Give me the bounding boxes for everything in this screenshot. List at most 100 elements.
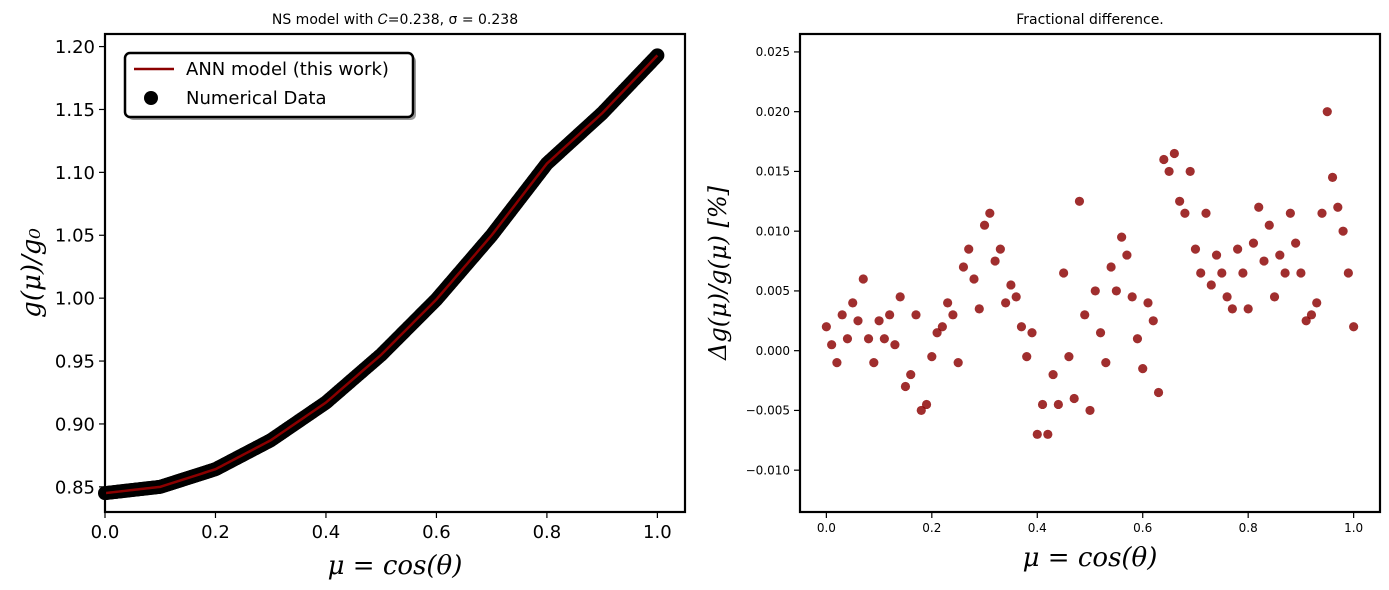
fractional-difference-point bbox=[1074, 196, 1085, 206]
fractional-difference-point bbox=[1080, 310, 1090, 320]
fractional-difference-point bbox=[1085, 405, 1095, 416]
y-tick-label: −0.010 bbox=[746, 463, 790, 477]
fractional-difference-point bbox=[1043, 429, 1053, 439]
y-tick-label: 0.85 bbox=[55, 477, 95, 498]
left-y-axis-label: g(μ)/g₀ bbox=[17, 228, 47, 318]
x-tick-label: 0.2 bbox=[201, 522, 230, 543]
fractional-difference-point bbox=[1338, 226, 1348, 236]
legend-entry-ann: ANN model (this work) bbox=[186, 59, 389, 80]
fractional-difference-point bbox=[1122, 250, 1132, 260]
legend-marker-swatch bbox=[144, 91, 158, 105]
x-tick-label: 1.0 bbox=[643, 522, 672, 543]
fractional-difference-point bbox=[1190, 244, 1201, 254]
fractional-difference-point bbox=[1327, 172, 1338, 182]
fractional-difference-point bbox=[1143, 298, 1153, 308]
fractional-difference-point bbox=[1201, 208, 1211, 218]
left-legend-box bbox=[123, 51, 415, 119]
fractional-difference-point bbox=[1037, 399, 1048, 410]
fractional-difference-point bbox=[900, 381, 911, 392]
fractional-difference-point bbox=[848, 298, 858, 308]
right-chart-title: Fractional difference. bbox=[1016, 12, 1164, 28]
fractional-difference-point bbox=[869, 358, 879, 368]
fractional-difference-point bbox=[916, 405, 926, 416]
fractional-difference-point bbox=[932, 328, 942, 338]
right-y-axis: −0.010 −0.005 0.000 0.005 0.010 0.015 0.020 0.0… bbox=[746, 45, 800, 477]
fractional-difference-point bbox=[1022, 352, 1032, 362]
fractional-difference-point bbox=[1175, 196, 1185, 206]
y-tick-label: 0.000 bbox=[756, 344, 790, 358]
fractional-difference-point bbox=[1090, 286, 1100, 296]
fractional-difference-point bbox=[1312, 298, 1322, 308]
fractional-difference-point bbox=[1048, 369, 1058, 380]
fractional-difference-point bbox=[1317, 208, 1327, 218]
fractional-difference-point bbox=[1117, 232, 1127, 242]
fractional-difference-point bbox=[1269, 292, 1280, 302]
left-chart: NS model with 𝐶=0.238, σ = 0.238 0.0 0.2 0… bbox=[17, 12, 687, 581]
fractional-difference-point bbox=[1238, 268, 1248, 278]
fractional-difference-point bbox=[1248, 238, 1259, 248]
left-plot-area bbox=[98, 48, 665, 501]
fractional-difference-point bbox=[1185, 166, 1195, 177]
left-legend: ANN model (this work) Numerical Data bbox=[123, 51, 416, 120]
fractional-difference-point bbox=[964, 244, 974, 254]
fractional-difference-point bbox=[1011, 292, 1021, 302]
fractional-difference-point bbox=[821, 322, 831, 332]
left-chart-title: NS model with 𝐶=0.238, σ = 0.238 bbox=[272, 12, 518, 28]
fractional-difference-point bbox=[1264, 220, 1274, 230]
y-tick-label: 0.90 bbox=[55, 414, 95, 435]
fractional-difference-point bbox=[1217, 268, 1227, 278]
fractional-difference-point bbox=[1127, 292, 1137, 302]
right-plot-area bbox=[821, 107, 1359, 439]
x-tick-label: 0.6 bbox=[422, 522, 451, 543]
y-tick-label: 0.025 bbox=[756, 45, 790, 59]
fractional-difference-point bbox=[927, 352, 937, 362]
fractional-difference-point bbox=[874, 316, 884, 326]
left-x-axis-label: μ = cos(θ) bbox=[328, 551, 463, 581]
fractional-difference-point bbox=[911, 310, 921, 320]
fractional-difference-point bbox=[832, 358, 842, 368]
y-tick-label: 1.20 bbox=[55, 37, 95, 58]
fractional-difference-point bbox=[1153, 387, 1164, 398]
fractional-difference-point bbox=[1275, 250, 1285, 260]
ann-model-line bbox=[104, 54, 659, 495]
fractional-difference-point bbox=[1027, 328, 1037, 338]
x-tick-label: 1.0 bbox=[1344, 521, 1363, 535]
fractional-difference-point bbox=[1095, 328, 1106, 338]
fractional-difference-point bbox=[885, 310, 895, 320]
fractional-difference-point bbox=[990, 256, 1000, 266]
y-tick-label: 1.00 bbox=[55, 289, 95, 310]
fractional-difference-point bbox=[1101, 358, 1111, 368]
fractional-difference-point bbox=[943, 298, 953, 308]
fractional-difference-point bbox=[969, 274, 979, 284]
y-tick-label: 1.10 bbox=[55, 163, 95, 184]
fractional-difference-point bbox=[1222, 292, 1232, 302]
fractional-difference-point bbox=[1059, 268, 1069, 278]
fractional-difference-point bbox=[1285, 208, 1295, 218]
fractional-difference-point bbox=[1291, 238, 1301, 248]
fractional-difference-point bbox=[1132, 334, 1143, 344]
right-x-axis: 0.0 0.2 0.4 0.6 0.8 1.0 bbox=[817, 512, 1363, 535]
left-x-axis: 0.0 0.2 0.4 0.6 0.8 1.0 bbox=[91, 512, 672, 543]
fractional-difference-point bbox=[853, 316, 863, 326]
fractional-difference-point bbox=[921, 399, 932, 410]
fractional-difference-point bbox=[1196, 268, 1206, 278]
fractional-difference-point bbox=[879, 334, 889, 344]
fractional-difference-point bbox=[948, 310, 958, 320]
fractional-difference-point bbox=[995, 244, 1005, 254]
fractional-difference-point bbox=[1006, 280, 1016, 290]
y-tick-label: −0.005 bbox=[746, 404, 790, 418]
fractional-difference-point bbox=[1069, 393, 1079, 404]
fractional-difference-point bbox=[1206, 280, 1216, 290]
fractional-difference-point bbox=[1243, 304, 1253, 314]
x-tick-label: 0.0 bbox=[91, 522, 120, 543]
fractional-difference-point bbox=[1349, 322, 1359, 332]
fractional-difference-point bbox=[1016, 322, 1027, 332]
y-tick-label: 0.010 bbox=[756, 224, 790, 238]
y-tick-label: 0.95 bbox=[55, 352, 95, 373]
x-tick-label: 0.8 bbox=[533, 522, 562, 543]
fractional-difference-point bbox=[937, 322, 947, 332]
x-tick-label: 0.6 bbox=[1133, 521, 1152, 535]
x-tick-label: 0.8 bbox=[1239, 521, 1258, 535]
fractional-difference-point bbox=[1301, 316, 1311, 326]
